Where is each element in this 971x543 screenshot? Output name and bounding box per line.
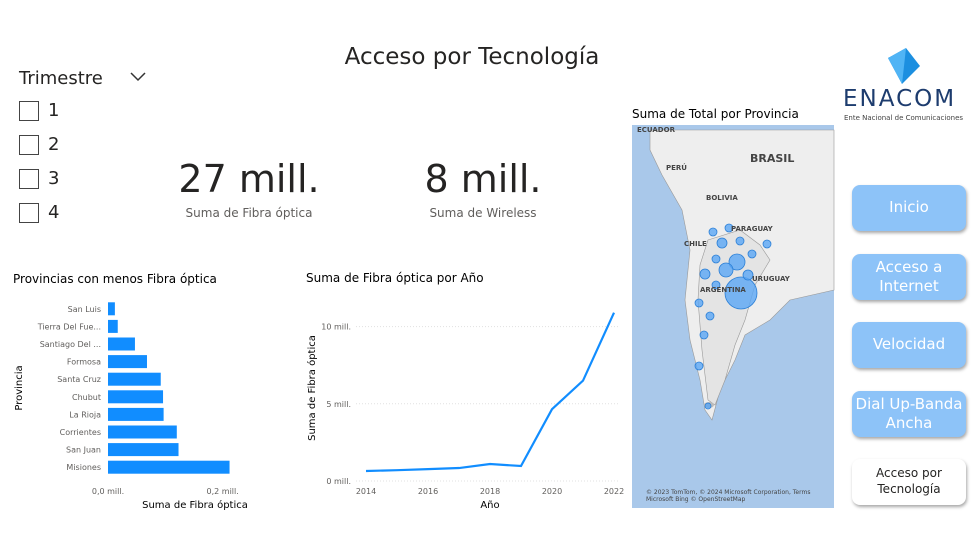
bar	[108, 443, 179, 457]
x-tick-label: 2022	[604, 487, 624, 496]
map-attribution: © 2023 TomTom, © 2024 Microsoft Corporat…	[646, 489, 810, 496]
bar	[108, 337, 135, 351]
y-tick-label: Santiago Del ...	[40, 340, 101, 349]
y-axis-title: Provincia	[14, 365, 25, 410]
slicer-option[interactable]: 1	[19, 100, 59, 121]
bar	[108, 390, 164, 404]
checkbox[interactable]	[19, 100, 39, 121]
option-label: 4	[48, 202, 60, 223]
map-title: Suma de Total por Provincia	[632, 107, 799, 121]
logo-name: ENACOM	[843, 86, 957, 112]
x-tick-label: 2016	[418, 487, 438, 496]
slicer-option[interactable]: 2	[19, 134, 59, 155]
y-tick-label: San Luis	[68, 305, 101, 314]
slicer-title: Trimestre	[19, 68, 103, 89]
nav-button[interactable]: Dial Up-Banda Ancha	[852, 391, 966, 437]
y-tick-label: Santa Cruz	[57, 375, 101, 384]
map-attribution: Microsoft Bing © OpenStreetMap	[646, 496, 746, 503]
bar	[108, 407, 164, 421]
y-tick-label: Misiones	[66, 463, 101, 472]
x-tick-label: 2018	[480, 487, 500, 496]
bar	[108, 425, 177, 439]
bar	[108, 372, 161, 386]
y-tick-label: San Juan	[66, 446, 101, 455]
y-axis-title: Suma de Fibra óptica	[306, 335, 318, 441]
card-label: Suma de Wireless	[429, 206, 537, 220]
nav-button[interactable]: Acceso por Tecnología	[852, 459, 966, 505]
map-label: ARGENTINA	[700, 286, 746, 294]
option-label: 2	[48, 134, 60, 155]
x-tick-label: 2020	[542, 487, 562, 496]
card-value: 8 mill.	[424, 157, 542, 201]
x-tick-label: 0,0 mill.	[92, 487, 124, 496]
chart-title: Provincias con menos Fibra óptica	[13, 272, 217, 286]
card-label: Suma de Fibra óptica	[185, 206, 313, 220]
x-tick-label: 2014	[356, 487, 376, 496]
checkbox[interactable]	[19, 202, 39, 223]
x-axis-title: Año	[480, 500, 499, 511]
map-label: PARAGUAY	[731, 225, 774, 233]
nav-button[interactable]: Inicio	[852, 185, 966, 231]
option-label: 3	[48, 168, 60, 189]
map-bubbles	[694, 223, 772, 410]
option-label: 1	[48, 100, 60, 121]
map-label: CHILE	[684, 240, 707, 248]
map-label: ECUADOR	[637, 126, 676, 134]
nav-button[interactable]: Velocidad	[852, 322, 966, 368]
y-tick-label: Chubut	[72, 393, 101, 402]
card-value: 27 mill.	[178, 157, 320, 201]
map-label: BRASIL	[750, 152, 794, 165]
y-tick-label: 0 mill.	[326, 477, 351, 486]
bar	[108, 319, 118, 333]
nav-button[interactable]: Acceso a Internet	[852, 254, 966, 300]
map-label: URUGUAY	[752, 275, 791, 283]
bar	[108, 355, 147, 369]
checkbox[interactable]	[19, 168, 39, 189]
slicer-option[interactable]: 3	[19, 168, 59, 189]
y-tick-label: Corrientes	[60, 428, 101, 437]
y-tick-label: Tierra Del Fue...	[37, 322, 101, 331]
x-tick-label: 0,2 mill.	[207, 487, 239, 496]
y-tick-label: 5 mill.	[326, 400, 351, 409]
slicer-chevron[interactable]	[128, 66, 148, 86]
page-title: Acceso por Tecnología	[344, 44, 600, 70]
y-tick-label: 10 mill.	[321, 323, 351, 332]
map-label: BOLIVIA	[706, 194, 738, 202]
slicer-option[interactable]: 4	[19, 202, 59, 223]
checkbox[interactable]	[19, 134, 39, 155]
logo-icon	[888, 48, 920, 84]
logo-subtitle: Ente Nacional de Comunicaciones	[844, 114, 964, 122]
chart-title: Suma de Fibra óptica por Año	[306, 271, 484, 285]
map-label: PERÚ	[666, 163, 687, 172]
bar	[108, 302, 115, 316]
bar	[108, 460, 230, 474]
y-tick-label: Formosa	[67, 358, 101, 367]
line	[365, 312, 616, 473]
x-axis-title: Suma de Fibra óptica	[142, 499, 248, 511]
y-tick-label: La Rioja	[69, 410, 101, 419]
